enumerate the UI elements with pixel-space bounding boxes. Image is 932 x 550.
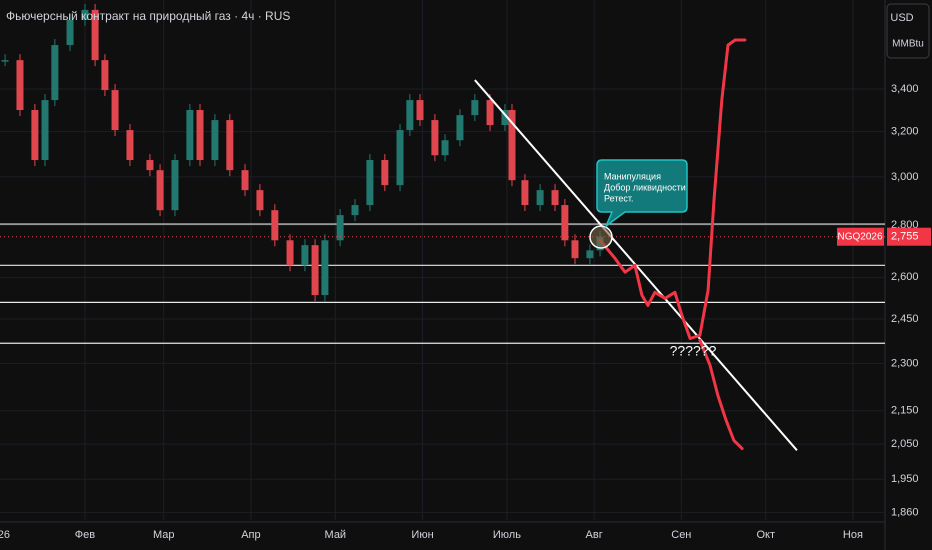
- unit-box[interactable]: [886, 3, 930, 59]
- candle-body: [396, 130, 404, 186]
- y-tick-label: 3,400: [891, 83, 919, 95]
- callout-text: Манипуляция: [604, 171, 661, 181]
- plot: [0, 3, 885, 451]
- candle-body: [351, 205, 359, 216]
- currency: USD: [890, 12, 913, 24]
- candle-body: [536, 190, 544, 206]
- y-tick-label: 2,150: [891, 405, 919, 417]
- candle-body: [286, 240, 294, 266]
- y-tick-label: 2,050: [891, 438, 919, 450]
- candle-body: [561, 205, 569, 241]
- x-tick-label: Ноя: [843, 529, 863, 541]
- candle-body: [111, 90, 119, 131]
- x-tick-label: Авг: [586, 529, 603, 541]
- y-tick-label: 3,200: [891, 126, 919, 138]
- candle-body: [471, 100, 479, 116]
- candle-body: [431, 120, 439, 156]
- candle-body: [441, 140, 449, 156]
- candle-body: [551, 190, 559, 206]
- callout-text: Добор ликвидности: [604, 182, 686, 192]
- y-tick-label: 3,000: [891, 171, 919, 183]
- projection-path: [698, 338, 744, 451]
- candle-body: [271, 210, 279, 241]
- candle-body: [41, 100, 49, 161]
- candle-body: [91, 9, 99, 61]
- candle-body: [51, 45, 59, 101]
- candle-body: [406, 100, 414, 131]
- candle-body: [301, 245, 309, 266]
- chart-title: Фьючерсный контракт на природный газ · 4…: [6, 9, 290, 23]
- candle-body: [66, 19, 74, 46]
- callout-text: Ретест.: [604, 193, 633, 203]
- price-tag-label: 2,755: [891, 231, 919, 243]
- candle-body: [1, 60, 9, 62]
- candle-body: [381, 160, 389, 186]
- x-tick-label: Мар: [153, 529, 175, 541]
- projection-path: [598, 38, 747, 340]
- x-tick-label: Май: [325, 529, 347, 541]
- y-tick-label: 1,860: [891, 506, 919, 518]
- candle-body: [146, 160, 154, 171]
- question-marks: ??????: [670, 343, 717, 359]
- candle-body: [571, 240, 579, 259]
- candle-body: [508, 110, 516, 181]
- candle-body: [171, 160, 179, 211]
- x-tick-label: Сен: [671, 529, 691, 541]
- candle-body: [586, 250, 594, 259]
- candle-body: [186, 110, 194, 161]
- candle-body: [211, 120, 219, 161]
- ticker-label: NGQ2026: [837, 231, 882, 242]
- x-tick-label: 2026: [0, 529, 10, 541]
- candle-body: [501, 110, 509, 126]
- candle-body: [81, 9, 89, 20]
- x-tick-label: Апр: [241, 529, 260, 541]
- candle-body: [226, 120, 234, 171]
- candle-body: [101, 60, 109, 91]
- unit: MMBtu: [892, 39, 924, 50]
- y-tick-label: 2,300: [891, 357, 919, 369]
- candle-body: [456, 115, 464, 141]
- highlight-circle: [589, 225, 613, 249]
- y-tick-label: 2,450: [891, 313, 919, 325]
- candle-body: [416, 100, 424, 121]
- candle-body: [241, 170, 249, 191]
- candle-body: [31, 110, 39, 161]
- y-tick-label: 2,600: [891, 271, 919, 283]
- candle-body: [256, 190, 264, 211]
- candle-body: [311, 245, 319, 296]
- candle-body: [321, 240, 329, 296]
- candle-body: [486, 100, 494, 126]
- candle-body: [366, 160, 374, 206]
- candle-body: [126, 130, 134, 161]
- x-tick-label: Июль: [493, 529, 521, 541]
- x-tick-label: Окт: [756, 529, 775, 541]
- candle-body: [521, 180, 529, 206]
- callout-box: [596, 159, 688, 229]
- price-tag: [887, 227, 931, 246]
- candle-body: [156, 170, 164, 211]
- candle-body: [196, 110, 204, 161]
- ticker-tag: [837, 227, 884, 246]
- grid: [0, 0, 885, 520]
- candle-body: [16, 60, 24, 111]
- x-tick-label: Фев: [75, 529, 95, 541]
- x-tick-label: Июн: [411, 529, 433, 541]
- y-tick-label: 1,950: [891, 473, 919, 485]
- candle-body: [336, 215, 344, 241]
